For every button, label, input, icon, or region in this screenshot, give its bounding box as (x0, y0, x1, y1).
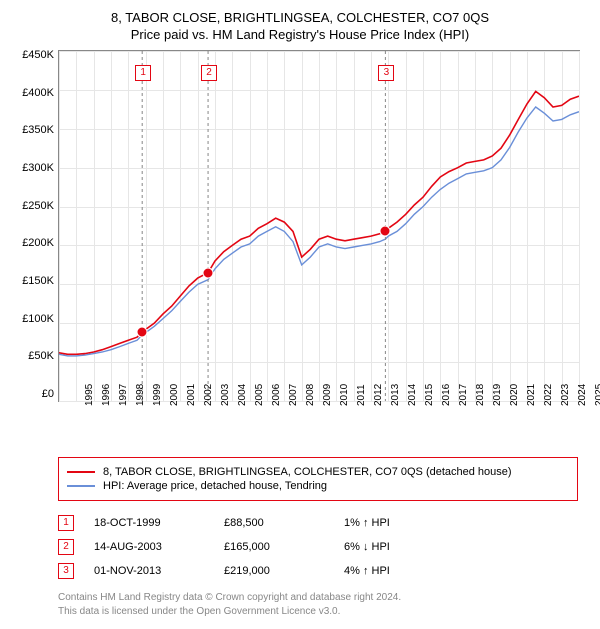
sale-num: 3 (58, 563, 74, 579)
sale-price: £165,000 (224, 541, 344, 553)
marker-box: 2 (201, 65, 217, 81)
y-tick: £0 (10, 389, 54, 400)
series-hpi (59, 107, 579, 356)
y-tick: £250K (10, 201, 54, 212)
legend-swatch (67, 471, 95, 473)
y-tick: £300K (10, 163, 54, 174)
x-axis: 1995199619971998199920002001200220032004… (58, 406, 578, 443)
y-tick: £150K (10, 276, 54, 287)
chart-area: £0 £50K £100K £150K £200K £250K £300K £350K £400… (10, 50, 590, 402)
y-tick: £350K (10, 125, 54, 136)
chart-subtitle: Price paid vs. HM Land Registry's House … (10, 27, 590, 42)
sale-delta: 4% ↑ HPI (344, 565, 578, 577)
sale-date: 18-OCT-1999 (94, 517, 224, 529)
legend-swatch (67, 485, 95, 487)
marker-box: 3 (378, 65, 394, 81)
sale-price: £88,500 (224, 517, 344, 529)
footer-line2: This data is licensed under the Open Gov… (58, 605, 590, 619)
y-axis: £0 £50K £100K £150K £200K £250K £300K £350K £400… (10, 50, 58, 400)
legend-label: 8, TABOR CLOSE, BRIGHTLINGSEA, COLCHESTE… (103, 466, 512, 478)
marker-box: 1 (135, 65, 151, 81)
y-tick: £50K (10, 351, 54, 362)
sale-num: 2 (58, 539, 74, 555)
chart-title-block: 8, TABOR CLOSE, BRIGHTLINGSEA, COLCHESTE… (10, 10, 590, 42)
sale-row: 3 01-NOV-2013£219,0004% ↑ HPI (58, 559, 578, 583)
legend-label: HPI: Average price, detached house, Tend… (103, 480, 327, 492)
sale-date: 01-NOV-2013 (94, 565, 224, 577)
sale-dot (380, 225, 391, 236)
legend-row: 8, TABOR CLOSE, BRIGHTLINGSEA, COLCHESTE… (67, 466, 569, 478)
x-tick: 2025 (568, 396, 600, 406)
sales-table: 1 18-OCT-1999£88,5001% ↑ HPI 2 14-AUG-2003£… (58, 511, 578, 583)
y-tick: £450K (10, 50, 54, 61)
sale-row: 2 14-AUG-2003£165,0006% ↓ HPI (58, 535, 578, 559)
series-property (59, 91, 579, 354)
sale-delta: 1% ↑ HPI (344, 517, 578, 529)
sale-num: 1 (58, 515, 74, 531)
footer-attribution: Contains HM Land Registry data © Crown c… (58, 591, 590, 619)
sale-row: 1 18-OCT-1999£88,5001% ↑ HPI (58, 511, 578, 535)
chart-svg (59, 51, 579, 401)
sale-dot (203, 267, 214, 278)
gridline-v (579, 51, 580, 401)
chart-title: 8, TABOR CLOSE, BRIGHTLINGSEA, COLCHESTE… (10, 10, 590, 25)
sale-date: 14-AUG-2003 (94, 541, 224, 553)
y-tick: £100K (10, 314, 54, 325)
plot-area: 1 2 3 (58, 50, 580, 402)
sale-delta: 6% ↓ HPI (344, 541, 578, 553)
y-tick: £400K (10, 88, 54, 99)
legend-row: HPI: Average price, detached house, Tend… (67, 480, 569, 492)
sale-price: £219,000 (224, 565, 344, 577)
y-tick: £200K (10, 238, 54, 249)
sale-dot (137, 327, 148, 338)
footer-line1: Contains HM Land Registry data © Crown c… (58, 591, 590, 605)
legend: 8, TABOR CLOSE, BRIGHTLINGSEA, COLCHESTE… (58, 457, 578, 501)
